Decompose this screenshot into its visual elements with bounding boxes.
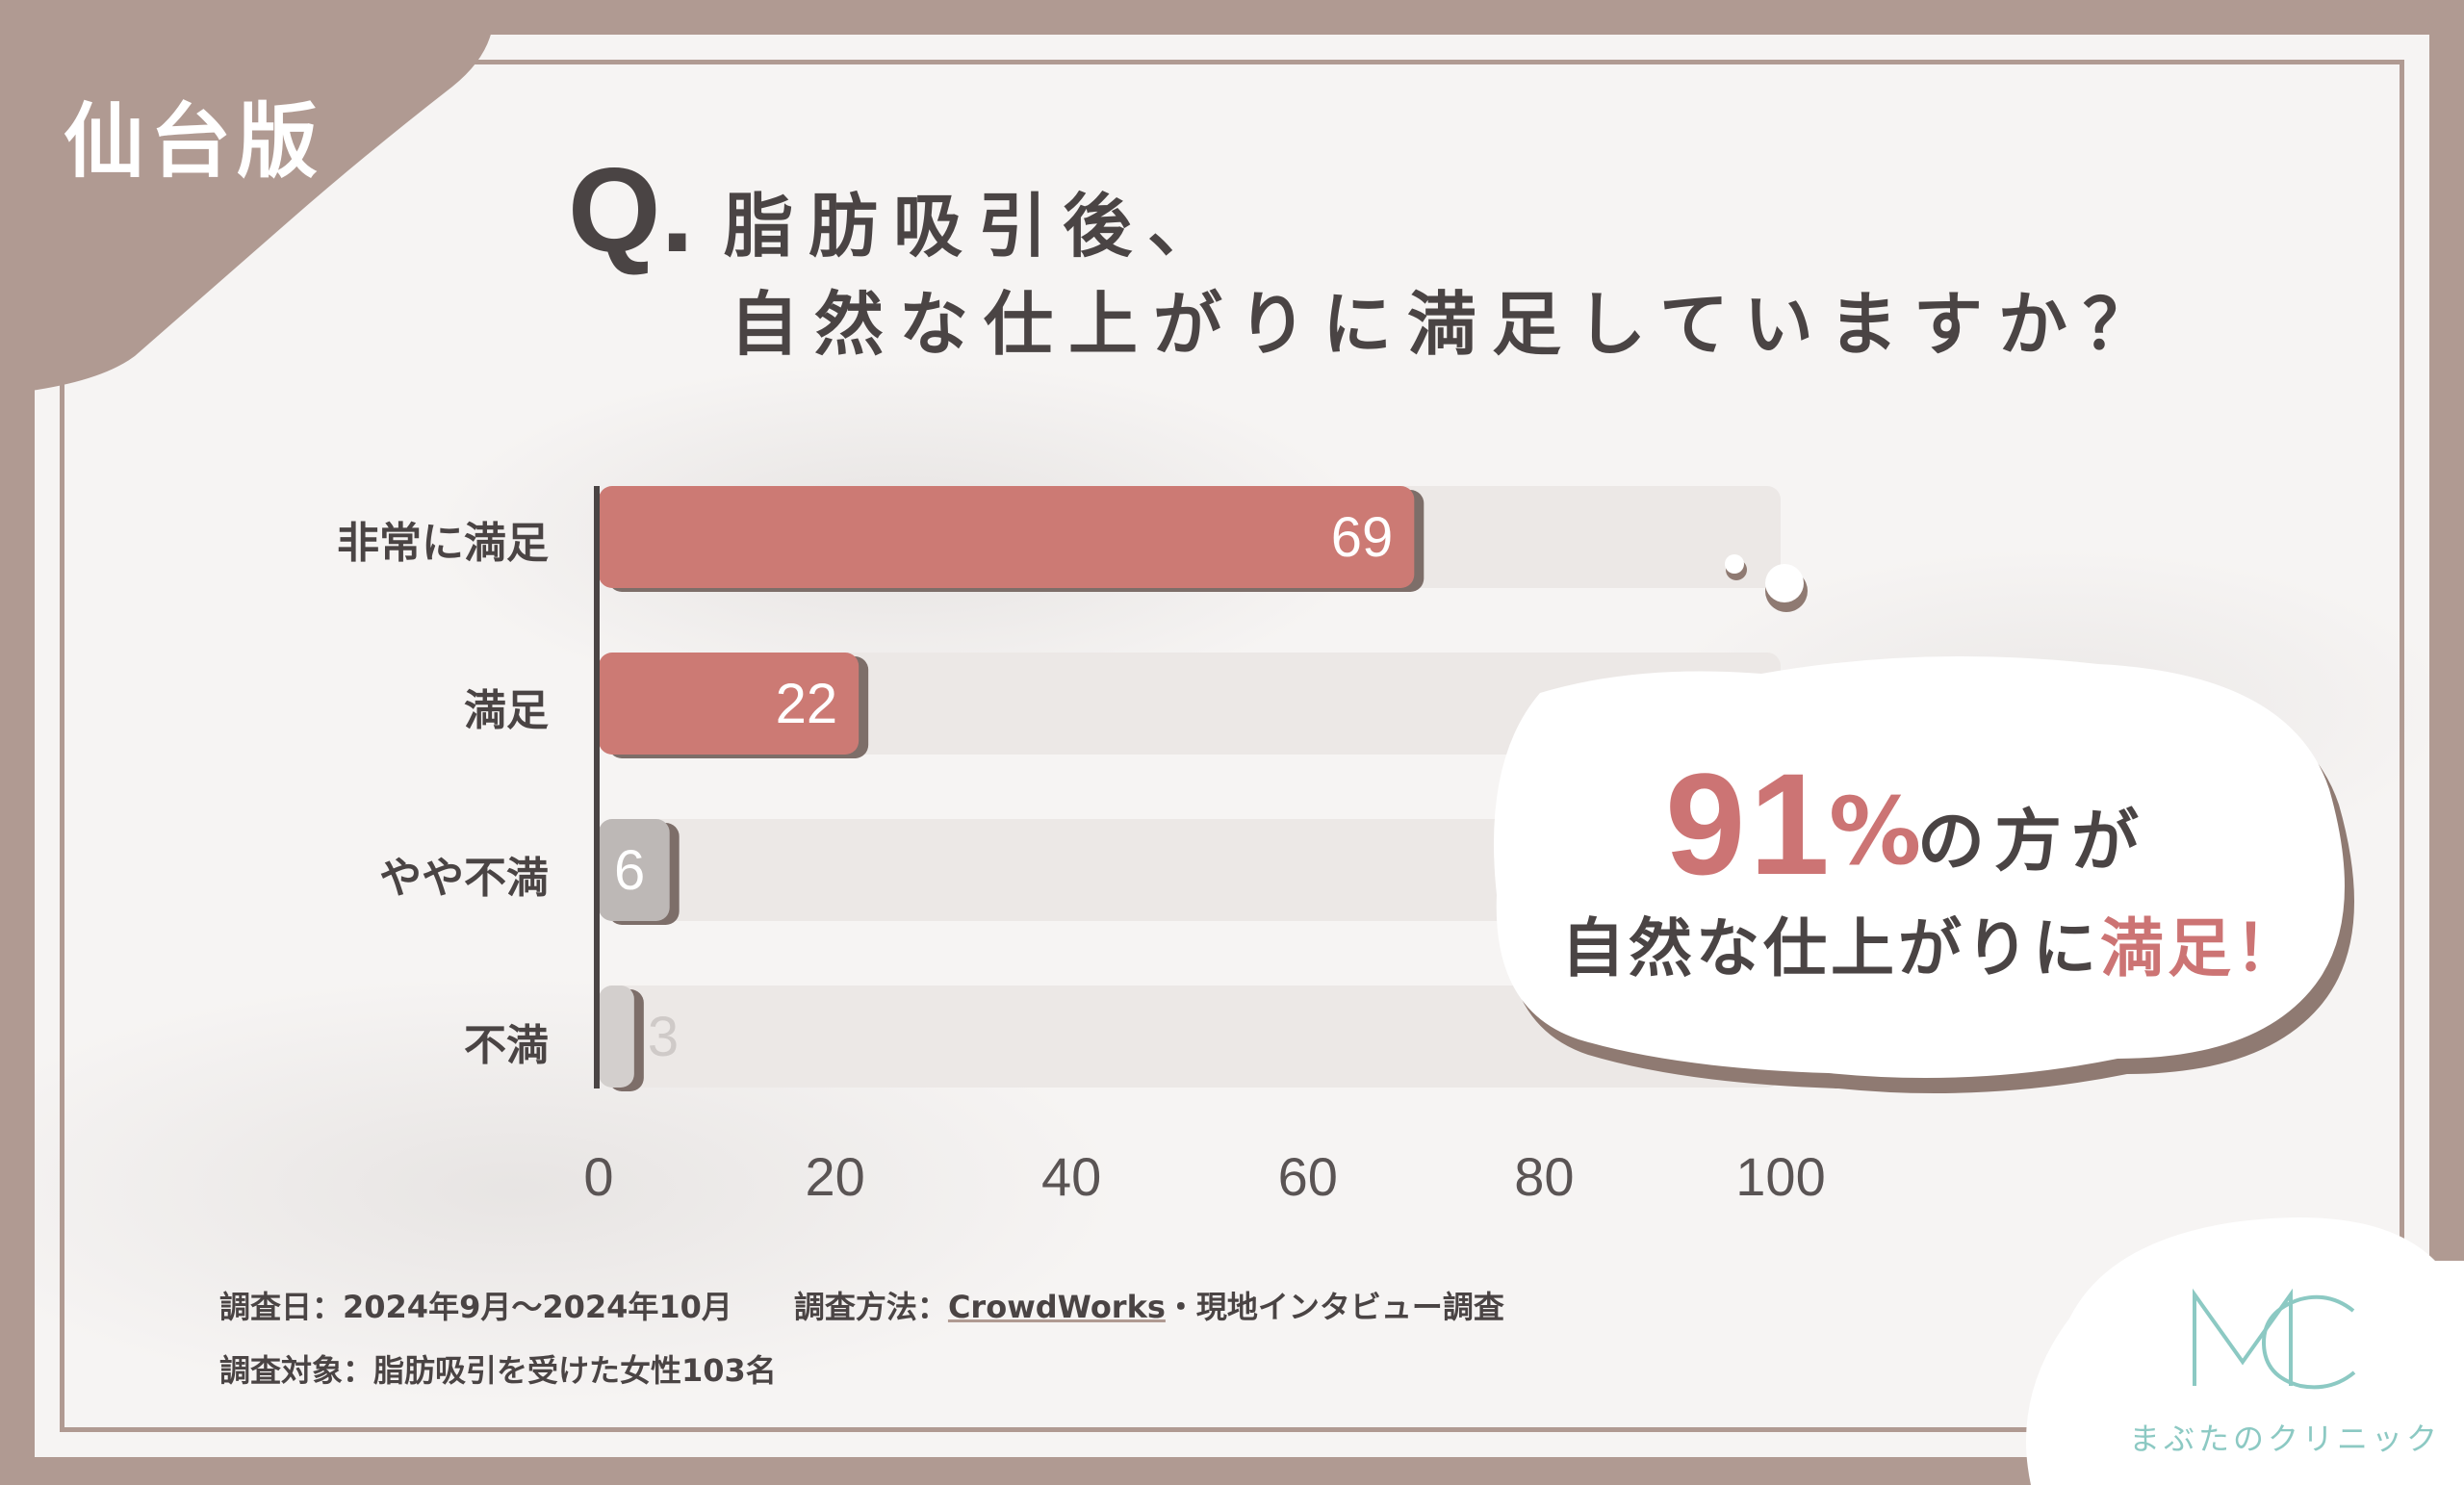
inner-frame: [60, 60, 2404, 1432]
bar-track: [599, 819, 1781, 921]
question-mark-label: Q.: [568, 144, 694, 277]
bar-track: [599, 653, 1781, 755]
x-tick-80: 80: [1514, 1146, 1575, 1207]
survey-method-tail: ・現地インタビュー調査: [1165, 1289, 1504, 1325]
bar: [599, 986, 634, 1088]
category-label-very-satisfied: 非常に満足: [337, 519, 549, 568]
survey-date-method: 調査日：2024年9月～2024年10月 調査方法：: [219, 1289, 948, 1325]
callout-line-2: 自然な仕上がりに満足！: [1561, 897, 2302, 989]
x-tick-60: 60: [1277, 1146, 1338, 1207]
bar-value-label: 69: [1331, 506, 1394, 569]
callout-line-2-accent: 満足！: [2100, 911, 2302, 986]
region-label-blob: [0, 0, 495, 395]
callout-line-1: の方が: [1917, 802, 2148, 881]
mc-logo-icon: [2193, 1288, 2356, 1390]
callout-percentage: 91: [1665, 743, 1834, 905]
category-label-somewhat-dissatisfied: やや不満: [379, 854, 549, 903]
x-tick-0: 0: [583, 1146, 614, 1207]
y-axis-line: [594, 486, 600, 1088]
x-tick-100: 100: [1735, 1146, 1826, 1207]
bar: [599, 819, 670, 921]
bar-value-label: 22: [776, 673, 838, 735]
bar: [599, 486, 1415, 588]
callout-line-2-prefix: 自然な仕上がりに: [1561, 911, 2100, 986]
clinic-logo: [2026, 1217, 2464, 1485]
question-line-2: 自然な仕上がりに満足していますか？: [730, 284, 2168, 365]
bar-value-label: 6: [614, 839, 645, 902]
x-tick-20: 20: [805, 1146, 865, 1207]
survey-footnote-2: 調査対象：脂肪吸引を受けた女性103名: [219, 1352, 777, 1389]
bar: [599, 653, 860, 755]
category-label-satisfied: 満足: [464, 686, 549, 735]
region-label: 仙台版: [64, 94, 324, 189]
survey-footnote-1: 調査日：2024年9月～2024年10月 調査方法：CrowdWorks・現地イ…: [219, 1283, 1504, 1327]
category-label-dissatisfied: 不満: [464, 1021, 549, 1070]
question-line-1: 脂肪吸引後、: [724, 186, 1233, 267]
x-tick-40: 40: [1041, 1146, 1102, 1207]
callout-percent-sign: %: [1829, 778, 1922, 885]
bar-track: [599, 986, 1781, 1088]
bar-value-label: 3: [648, 1006, 679, 1068]
crowdworks-link[interactable]: CrowdWorks: [947, 1289, 1166, 1325]
clinic-name: まぶたのクリニック: [2129, 1421, 2442, 1457]
